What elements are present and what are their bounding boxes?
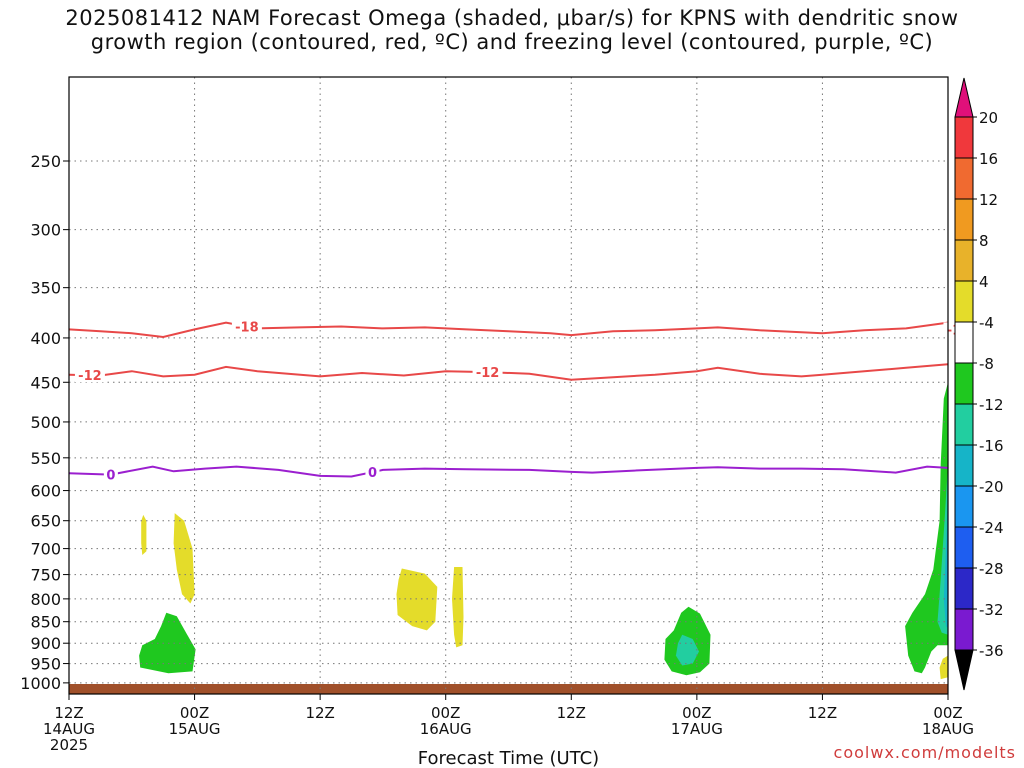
chart-title: 2025081412 NAM Forecast Omega (shaded, μ… [0, 6, 1024, 54]
colorbar-swatch [954, 280, 974, 323]
y-tick-label: 950 [30, 655, 61, 674]
omega-region [675, 634, 699, 666]
colorbar-label: 12 [979, 191, 998, 209]
colorbar-swatch [954, 239, 974, 282]
axes: 250 300 350 400 450 500 550 600 650 700 750 800 850 9… [20, 76, 974, 768]
colorbar-swatch [954, 608, 974, 651]
contour-line [68, 465, 949, 478]
x-tick-label: 00Z [682, 704, 711, 722]
contour-label: 0 [106, 469, 115, 484]
omega-region [939, 655, 948, 680]
chart-title-line: 2025081412 NAM Forecast Omega (shaded, μ… [65, 6, 959, 30]
x-tick-label: 12Z [305, 704, 334, 722]
colorbar-label: -32 [979, 601, 1004, 619]
x-tick-label: 00Z [431, 704, 460, 722]
omega-region [173, 513, 195, 604]
colorbar-arrow-bottom [954, 649, 974, 691]
y-tick-label: 800 [30, 590, 61, 609]
x-tick-label: 12Z [808, 704, 837, 722]
colorbar-label: -8 [979, 355, 994, 373]
terrain-fill [69, 684, 948, 694]
omega-region [452, 567, 464, 648]
y-tick-label: 500 [30, 413, 61, 432]
omega-shading [69, 382, 948, 694]
y-tick-label: 400 [30, 329, 61, 348]
colorbar-label: -36 [979, 642, 1004, 660]
colorbar-swatch [954, 526, 974, 569]
colorbar-label: -12 [979, 396, 1004, 414]
y-tick-label: 850 [30, 613, 61, 632]
chart-title-line: growth region (contoured, red, ºC) and f… [90, 30, 934, 54]
contour-label: -18 [235, 320, 259, 335]
colorbar-swatch [954, 444, 974, 487]
contour-line [68, 321, 949, 339]
contour-line [68, 363, 949, 381]
y-tick-label: 450 [30, 373, 61, 392]
omega-region [139, 612, 196, 674]
contour-label-bg [365, 465, 380, 480]
colorbar-label: -4 [979, 314, 994, 332]
x-tick-label: 2025 [50, 736, 88, 754]
omega-region [141, 514, 147, 555]
contour-label: 0 [368, 466, 377, 481]
x-tick-label: 14AUG [43, 720, 95, 738]
colorbar-swatch [954, 567, 974, 610]
y-tick-label: 900 [30, 634, 61, 653]
colorbar-label: -20 [979, 478, 1004, 496]
contour-label-bg [103, 467, 118, 482]
colorbar-label: -16 [979, 437, 1004, 455]
contour-label-bg [231, 319, 262, 334]
colorbar-swatch [954, 403, 974, 446]
y-tick-label: 300 [30, 221, 61, 240]
x-tick-label: 12Z [54, 704, 83, 722]
credit-text: coolwx.com/modelts [833, 743, 1016, 762]
omega-region [943, 490, 948, 629]
colorbar-swatch [954, 321, 974, 364]
x-tick-label: 16AUG [420, 720, 472, 738]
colorbar-arrow-top [954, 77, 974, 118]
colorbar-label: -28 [979, 560, 1004, 578]
contour-label-bg [472, 365, 503, 380]
colorbar-swatch [954, 157, 974, 200]
colorbar-label: 20 [979, 109, 998, 127]
y-tick-label: 250 [30, 152, 61, 171]
contour-label-bg [74, 368, 105, 383]
x-tick-label: 17AUG [671, 720, 723, 738]
y-tick-label: 700 [30, 540, 61, 559]
y-tick-label: 600 [30, 482, 61, 501]
grid [69, 77, 948, 694]
x-tick-label: 12Z [557, 704, 586, 722]
colorbar-label: 4 [979, 273, 989, 291]
plot-frame [68, 76, 949, 695]
colorbar-label: 16 [979, 150, 998, 168]
y-tick-label: 350 [30, 279, 61, 298]
x-tick-label: 00Z [180, 704, 209, 722]
colorbar: 20 16 12 8 4 -4 -8 -12 -16 -20 -24 -28 -32 -36 [954, 77, 1004, 691]
y-tick-label: 750 [30, 566, 61, 585]
contour-label: -12 [476, 366, 500, 381]
y-tick-label: 1000 [20, 674, 61, 693]
colorbar-label: -24 [979, 519, 1004, 537]
colorbar-swatch [954, 485, 974, 528]
contour-label: -12 [78, 369, 102, 384]
colorbar-swatch [954, 116, 974, 159]
y-tick-label: 550 [30, 449, 61, 468]
x-axis-label: Forecast Time (UTC) [418, 748, 599, 768]
colorbar-label: 8 [979, 232, 989, 250]
x-tick-label: 15AUG [169, 720, 221, 738]
x-tick-label: 00Z [933, 704, 962, 722]
x-tick-label: 18AUG [922, 720, 974, 738]
contour-lines: -18-18-18-18-12-12-12-12000 [68, 319, 974, 484]
colorbar-swatch [954, 362, 974, 405]
y-tick-label: 650 [30, 512, 61, 531]
omega-region [905, 382, 948, 674]
omega-region [396, 568, 438, 631]
colorbar-swatch [954, 198, 974, 241]
